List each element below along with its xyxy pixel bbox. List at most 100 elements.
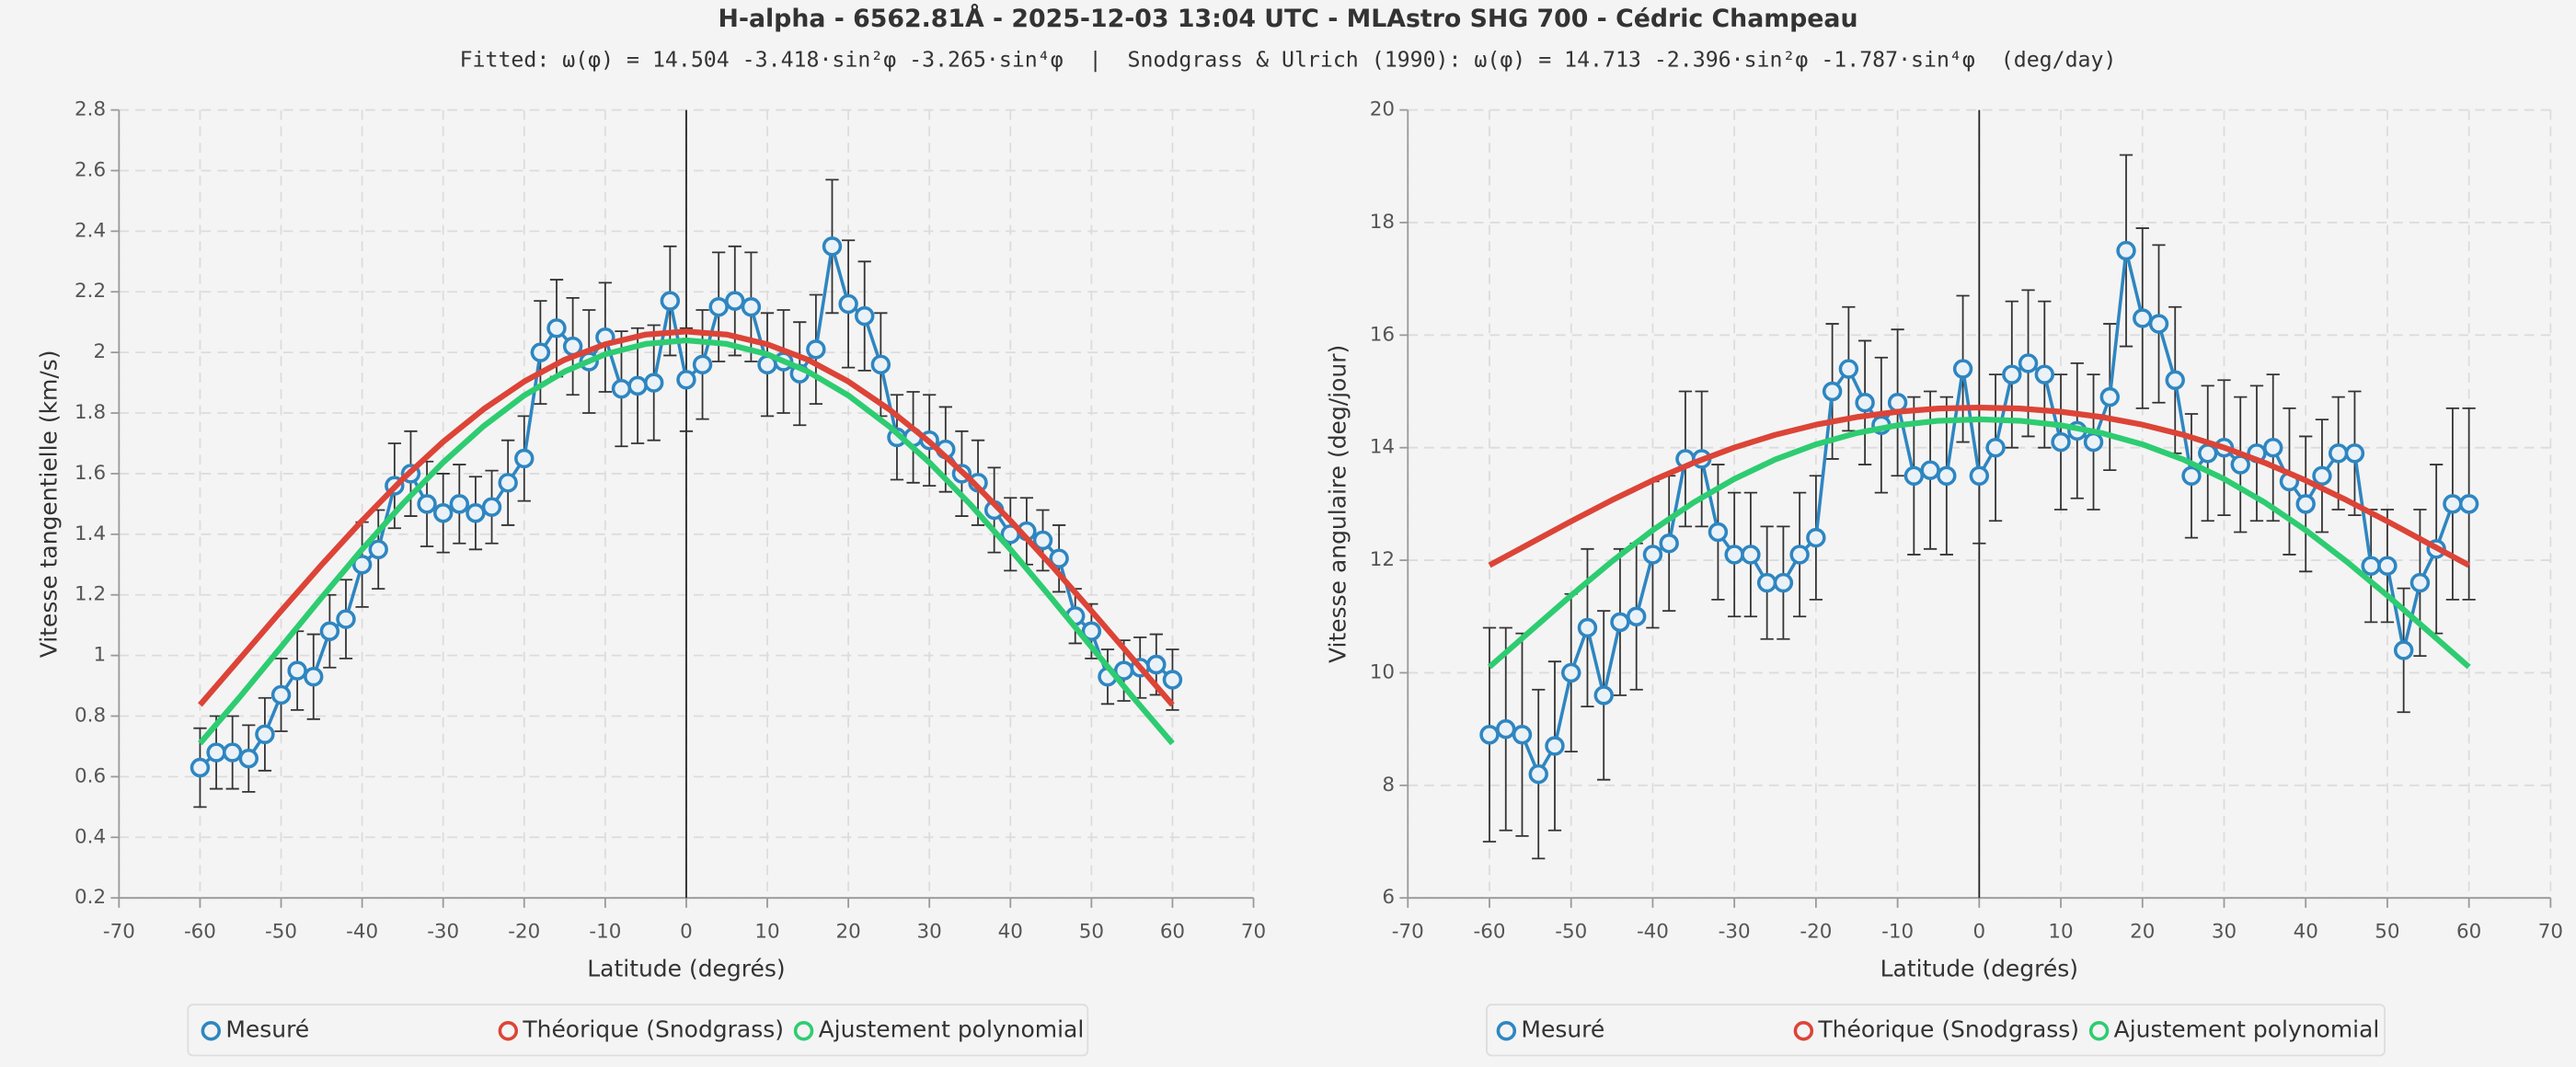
x-tick-label: 30 — [2212, 921, 2237, 944]
data-point — [1610, 612, 1630, 633]
y-tick-label: 2.8 — [75, 98, 106, 121]
y-tick-label: 12 — [1370, 548, 1395, 571]
data-point — [190, 757, 211, 778]
data-point — [1081, 621, 1102, 641]
data-point — [1855, 393, 1875, 413]
y-tick-label: 2.2 — [75, 280, 106, 303]
data-point — [611, 378, 632, 399]
x-tick-label: 60 — [2456, 921, 2481, 944]
y-tick-label: 0.6 — [75, 764, 106, 787]
data-point — [676, 370, 696, 390]
x-tick-label: 40 — [2294, 921, 2318, 944]
data-point — [2361, 556, 2381, 576]
y-tick-label: 20 — [1370, 98, 1395, 121]
data-point — [1561, 662, 1581, 683]
data-point — [1708, 522, 1729, 543]
data-point — [2198, 443, 2218, 464]
x-tick-label: 30 — [917, 921, 942, 944]
data-point — [1642, 545, 1663, 565]
y-tick-label: 8 — [1382, 774, 1395, 797]
data-point — [1626, 606, 1647, 626]
page-subtitle: Fitted: ω(φ) = 14.504 -3.418·sin²φ -3.26… — [460, 48, 2117, 73]
data-point — [238, 748, 259, 769]
data-point — [368, 539, 388, 560]
x-tick-label: 50 — [1079, 921, 1104, 944]
y-tick-label: 1.6 — [75, 462, 106, 485]
data-point — [417, 494, 437, 514]
legend-marker — [2088, 1021, 2110, 1041]
data-point — [1985, 437, 2006, 458]
data-point — [2116, 240, 2136, 261]
data-point — [725, 291, 745, 311]
data-point — [1903, 465, 1925, 486]
legend-label: Mesuré — [1521, 1016, 1604, 1043]
data-point — [449, 494, 470, 514]
data-point — [2018, 353, 2039, 373]
data-point — [1952, 359, 1973, 379]
x-tick-label: 50 — [2375, 921, 2399, 944]
data-point — [222, 742, 243, 763]
x-tick-label: -30 — [1719, 921, 1751, 944]
x-tick-label: 60 — [1160, 921, 1185, 944]
data-point — [1659, 534, 1679, 554]
data-point — [1593, 685, 1614, 706]
data-point — [838, 293, 858, 315]
data-point — [351, 555, 373, 575]
data-point — [546, 318, 567, 338]
data-point — [692, 354, 713, 375]
y-tick-label: 1.8 — [75, 401, 106, 424]
y-tick-label: 14 — [1370, 436, 1395, 459]
data-point — [2312, 465, 2332, 486]
data-point — [1741, 545, 1761, 565]
legend-marker — [498, 1021, 519, 1041]
y-tick-label: 10 — [1370, 660, 1395, 683]
x-axis-label: Latitude (degrés) — [1880, 956, 2078, 982]
data-point — [2458, 494, 2479, 514]
data-point — [822, 236, 843, 257]
x-tick-label: -70 — [103, 921, 135, 944]
data-point — [432, 503, 454, 523]
y-tick-label: 0.8 — [75, 705, 106, 728]
data-point — [1937, 465, 1957, 486]
x-tick-label: -50 — [265, 921, 297, 944]
data-point — [1822, 381, 1843, 402]
data-point — [1032, 530, 1053, 551]
data-point — [2083, 431, 2104, 453]
data-point — [708, 297, 729, 317]
y-tick-label: 16 — [1370, 323, 1395, 346]
data-point — [2051, 431, 2071, 453]
y-tick-label: 2.4 — [75, 219, 106, 242]
x-tick-label: -20 — [508, 921, 540, 944]
x-tick-label: 0 — [680, 921, 693, 944]
x-tick-label: 10 — [754, 921, 779, 944]
data-point — [481, 497, 502, 517]
data-point — [2393, 640, 2414, 660]
data-point — [2133, 308, 2153, 328]
x-tick-label: 70 — [1241, 921, 1266, 944]
y-axis-label: Vitesse angulaire (deg/jour) — [1324, 345, 1351, 663]
data-point — [255, 724, 275, 744]
y-tick-label: 1.2 — [75, 583, 106, 606]
legend-box — [187, 1004, 1089, 1057]
x-tick-label: 20 — [2130, 921, 2155, 944]
curve-line — [1487, 416, 2471, 670]
curve-line — [198, 337, 1175, 746]
data-point — [2181, 465, 2202, 486]
data-point — [1146, 654, 1167, 675]
x-tick-label: -60 — [1474, 921, 1506, 944]
data-point — [870, 354, 891, 375]
y-tick-label: 2 — [93, 340, 106, 363]
data-point — [2443, 494, 2463, 514]
data-point — [2377, 556, 2398, 576]
x-tick-label: -40 — [346, 921, 378, 944]
legend-label: Théorique (Snodgrass) — [1817, 1016, 2079, 1043]
data-point — [466, 503, 486, 523]
data-point — [304, 666, 324, 687]
data-point — [498, 473, 518, 493]
data-point — [1479, 725, 1500, 745]
data-point — [2165, 370, 2185, 390]
x-tick-label: -40 — [1637, 921, 1669, 944]
y-tick-label: 6 — [1382, 886, 1395, 909]
data-point — [1969, 465, 1990, 486]
